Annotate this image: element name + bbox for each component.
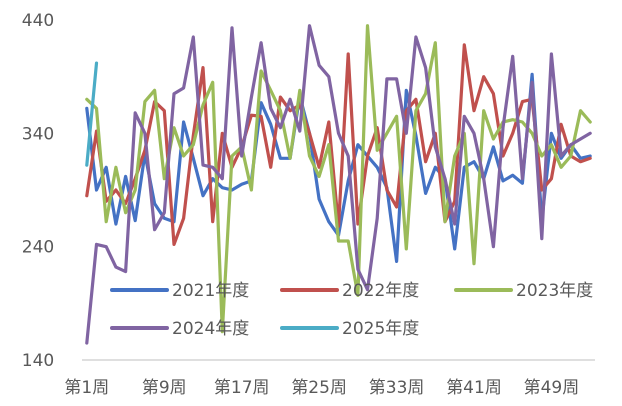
x-tick-label: 第17周 — [214, 378, 270, 398]
legend-item: 2021年度 — [110, 281, 249, 301]
x-tick-label: 第9周 — [142, 378, 187, 398]
y-tick-label: 140 — [22, 351, 54, 371]
x-tick-label: 第49周 — [524, 378, 580, 398]
legend-label: 2023年度 — [516, 281, 593, 301]
legend-item: 2025年度 — [280, 319, 419, 339]
legend-label: 2024年度 — [172, 319, 249, 339]
x-tick-label: 第1周 — [64, 378, 109, 398]
x-tick-label: 第25周 — [291, 378, 347, 398]
x-tick-label: 第33周 — [369, 378, 425, 398]
legend-item: 2022年度 — [280, 281, 419, 301]
legend-item: 2024年度 — [110, 319, 249, 339]
x-tick-label: 第41周 — [446, 378, 502, 398]
legend-item: 2023年度 — [454, 281, 593, 301]
y-tick-label: 240 — [22, 238, 54, 258]
legend: 2021年度 2022年度 2023年度 2024年度 2025年度 — [110, 281, 593, 339]
y-tick-label: 340 — [22, 124, 54, 144]
series-group — [85, 24, 592, 345]
legend-label: 2021年度 — [172, 281, 249, 301]
x-axis: 第1周 第9周 第17周 第25周 第33周 第41周 第49周 — [64, 359, 595, 398]
series-line-4 — [85, 24, 592, 345]
series-line-5 — [85, 61, 99, 167]
legend-label: 2025年度 — [342, 319, 419, 339]
y-axis: 140 240 340 440 — [22, 11, 54, 371]
legend-label: 2022年度 — [342, 281, 419, 301]
y-tick-label: 440 — [22, 11, 54, 31]
